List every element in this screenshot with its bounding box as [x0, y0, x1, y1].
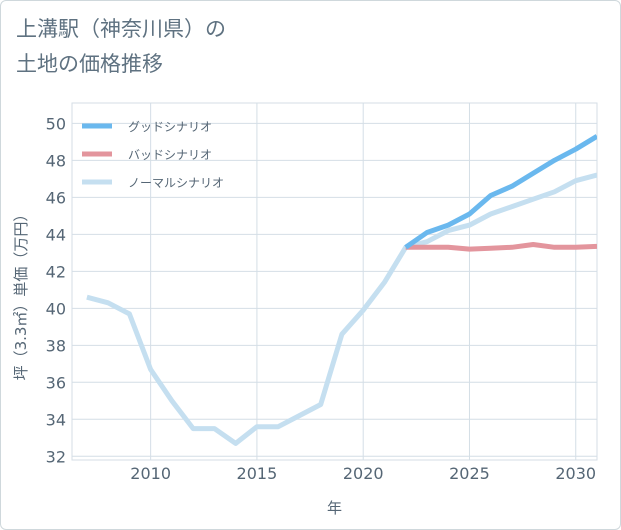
y-axis-title: 坪（3.3㎡）単価（万円） — [12, 207, 30, 381]
plot-area — [71, 102, 598, 461]
legend-label: ノーマルシナリオ — [128, 176, 224, 190]
x-tick-label: 2015 — [237, 464, 278, 483]
x-tick-label: 2020 — [343, 464, 384, 483]
series-line-0 — [404, 134, 597, 250]
y-tick-label: 40 — [46, 299, 66, 318]
y-tick-label: 42 — [46, 262, 66, 281]
y-tick-label: 32 — [46, 447, 66, 466]
y-tick-label: 50 — [46, 114, 66, 133]
x-tick-label: 2025 — [449, 464, 490, 483]
y-axis-ticks: 32 34 36 38 40 42 44 46 48 50 — [46, 114, 66, 466]
x-axis-ticks: 2010 2015 2020 2025 2030 — [130, 464, 596, 483]
legend-label: グッドシナリオ — [128, 120, 212, 134]
y-tick-label: 44 — [46, 225, 66, 244]
chart-title: 上溝駅（神奈川県）の 土地の価格推移 — [16, 12, 226, 82]
series-line-2 — [86, 172, 597, 446]
y-tick-label: 38 — [46, 336, 66, 355]
y-tick-label: 34 — [46, 410, 66, 429]
title-line-2: 土地の価格推移 — [16, 52, 163, 76]
series-line-1 — [405, 242, 597, 252]
legend-label: バッドシナリオ — [128, 148, 212, 162]
title-line-1: 上溝駅（神奈川県）の — [16, 17, 226, 41]
x-tick-label: 2010 — [130, 464, 171, 483]
y-tick-label: 48 — [46, 151, 66, 170]
y-tick-label: 46 — [46, 188, 66, 207]
x-axis-title: 年 — [327, 499, 342, 517]
series-lines — [86, 134, 597, 446]
x-tick-label: 2030 — [555, 464, 596, 483]
y-tick-label: 36 — [46, 373, 66, 392]
